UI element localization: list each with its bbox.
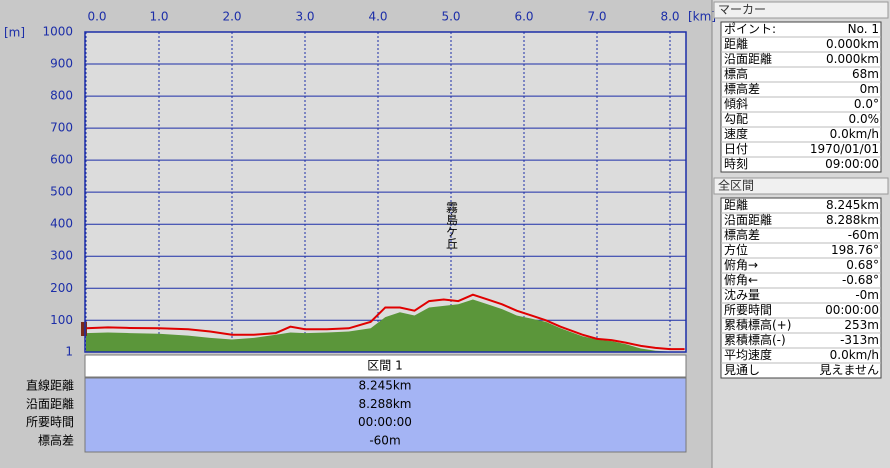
y-tick-label: 900 (50, 57, 73, 71)
panel-header (713, 177, 889, 195)
row-value: 0m (860, 82, 879, 96)
row-label: 俯角← (724, 272, 758, 287)
row-label: 累積標高(-) (724, 332, 786, 347)
row-label: 累積標高(+) (724, 317, 791, 332)
y-tick-label: 700 (50, 121, 73, 135)
row-value: 198.76° (831, 243, 879, 257)
x-tick-label: 1.0 (149, 10, 168, 24)
row-label: 速度 (724, 126, 748, 141)
panel-header (713, 1, 889, 19)
plot-border (84, 31, 687, 353)
row-value: 09:00:00 (825, 157, 879, 171)
row-value: -60m (848, 228, 879, 242)
row-label: 標高差 (724, 81, 760, 96)
x-tick-label: 4.0 (368, 10, 387, 24)
row-value: 68m (852, 67, 879, 81)
y-tick-label: 600 (50, 153, 73, 167)
row-value: 1970/01/01 (810, 142, 879, 156)
row-value: -60m (369, 433, 400, 447)
row-label: 標高差 (724, 227, 760, 242)
row-value: 8.245km (826, 198, 879, 212)
panel-title: 全区間 (718, 178, 754, 193)
row-label: 平均速度 (724, 347, 772, 362)
row-value: 0.68° (846, 258, 879, 272)
y-tick-label: 1000 (42, 25, 73, 39)
row-label: 日付 (724, 142, 748, 156)
y-tick-label: 1 (65, 345, 73, 359)
section-body (84, 377, 687, 453)
row-value: 0.000km (826, 52, 879, 66)
row-value: 8.288km (826, 213, 879, 227)
row-label: 標高差 (38, 432, 74, 447)
row-label: 所要時間 (724, 303, 772, 317)
row-label: 俯角→ (724, 257, 758, 272)
row-value: 253m (844, 318, 879, 332)
x-tick-label: 7.0 (587, 10, 606, 24)
row-value: 0.0° (854, 97, 879, 111)
x-tick-label: 8.0 (660, 10, 679, 24)
row-label: 沿面距離 (724, 213, 772, 227)
y-tick-label: 300 (50, 249, 73, 263)
x-tick-label: 0.0 (87, 10, 106, 24)
row-value: -0.68° (842, 273, 879, 287)
terrain-area (86, 299, 685, 352)
track-line (85, 293, 685, 351)
annotation: 霧島ケ丘 (445, 201, 459, 249)
row-value: No. 1 (848, 22, 879, 36)
y-tick-label: 800 (50, 89, 73, 103)
row-value: 0.0km/h (830, 348, 879, 362)
row-value: 0.0% (849, 112, 880, 126)
section-title: 区間 1 (367, 359, 402, 373)
row-label: 勾配 (724, 112, 748, 126)
row-label: 沿面距離 (724, 52, 772, 66)
row-label: 所要時間 (26, 415, 74, 429)
x-axis-unit: [km] (688, 10, 716, 24)
row-label: 方位 (724, 242, 748, 257)
row-value: 0.000km (826, 37, 879, 51)
row-value: 0.0km/h (830, 127, 879, 141)
row-value: -0m (855, 288, 879, 302)
start-marker (81, 322, 87, 336)
section-header (84, 354, 687, 378)
y-axis-unit: [m] (4, 26, 25, 40)
row-label: 沈み量 (724, 287, 760, 302)
row-value: -313m (840, 333, 879, 347)
x-tick-label: 5.0 (441, 10, 460, 24)
row-label: 傾斜 (724, 97, 748, 111)
row-label: 標高 (724, 66, 748, 81)
x-tick-label: 3.0 (295, 10, 314, 24)
y-tick-label: 200 (50, 281, 73, 295)
y-tick-label: 100 (50, 313, 73, 327)
row-value: 見えません (819, 363, 879, 377)
y-tick-label: 500 (50, 185, 73, 199)
row-label: 直線距離 (26, 378, 74, 393)
row-label: ポイント: (724, 22, 776, 36)
y-tick-label: 400 (50, 217, 73, 231)
row-label: 距離 (724, 198, 748, 212)
row-value: 8.288km (359, 397, 412, 411)
x-tick-label: 6.0 (514, 10, 533, 24)
row-value: 00:00:00 (825, 303, 879, 317)
row-value: 8.245km (359, 379, 412, 393)
row-value: 00:00:00 (358, 415, 412, 429)
panel-title: マーカー (718, 3, 766, 17)
row-label: 見通し (724, 363, 760, 377)
row-label: 距離 (724, 37, 748, 51)
row-label: 沿面距離 (26, 397, 74, 411)
x-tick-label: 2.0 (222, 10, 241, 24)
row-label: 時刻 (724, 157, 748, 171)
